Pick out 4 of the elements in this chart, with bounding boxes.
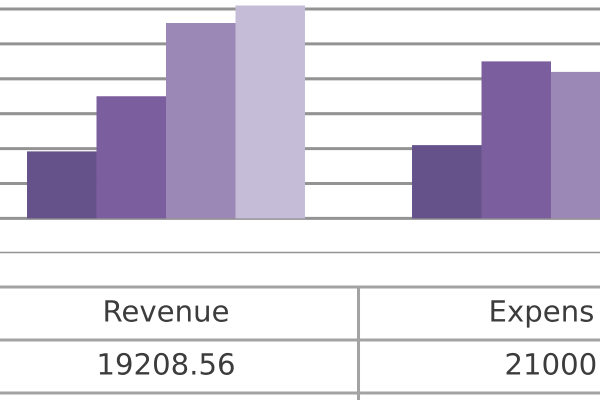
x-tick-label: Revenue	[105, 300, 228, 322]
data-label: 21000	[506, 352, 596, 375]
data-label: 19208.56	[100, 352, 234, 375]
x-tick-label: Expens	[491, 300, 593, 328]
